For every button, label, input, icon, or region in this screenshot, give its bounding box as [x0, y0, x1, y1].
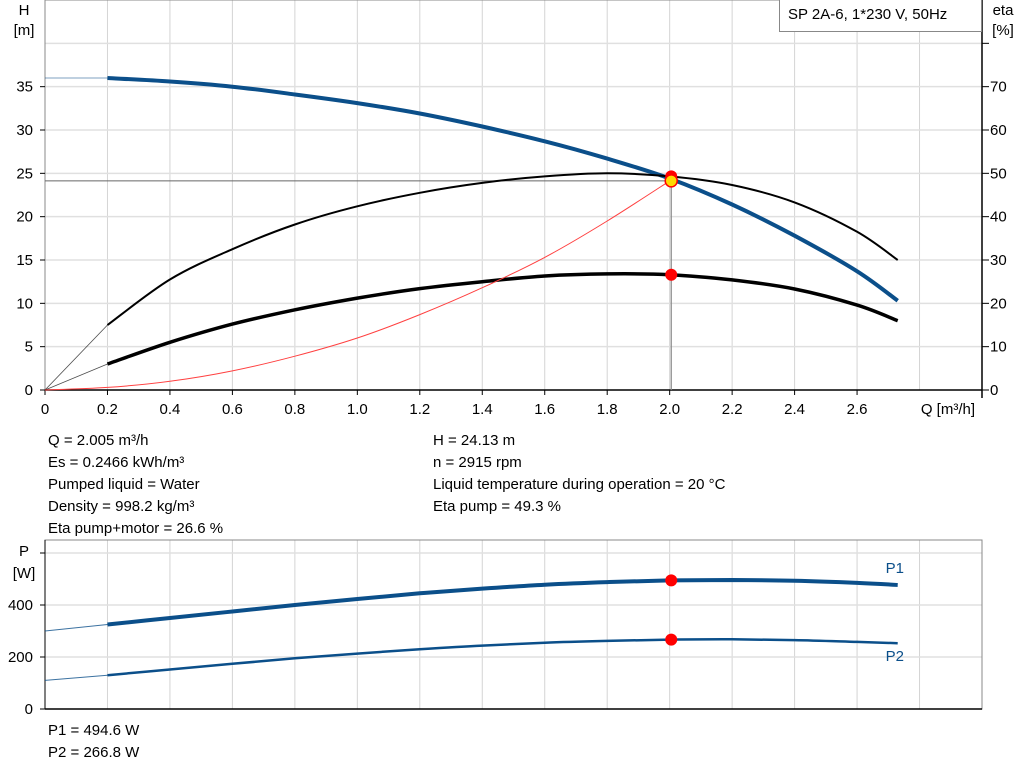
- series-label-P2: P2: [886, 648, 904, 665]
- x-tick-label: 2.2: [722, 401, 743, 418]
- y-tick-label-left: 15: [16, 252, 33, 269]
- curve-P1: [107, 577, 898, 627]
- operating-point-head: [664, 174, 678, 188]
- x-axis-label: Q [m³/h]: [921, 401, 975, 418]
- y-tick-label-right: 70: [990, 79, 1007, 96]
- y-tick-label-right: 0: [990, 382, 998, 399]
- info-h: H = 24.13 m: [433, 432, 516, 449]
- curve-eta_pump_motor-extrapolated: [44, 363, 108, 391]
- info-liquid: Pumped liquid = Water: [48, 476, 200, 493]
- curve-eta_pump_motor: [106, 272, 899, 366]
- curve-H: [107, 76, 899, 303]
- y-tick-label-right: 40: [990, 209, 1007, 226]
- curve-eta_pump: [106, 172, 899, 326]
- chart-title: SP 2A-6, 1*230 V, 50Hz: [779, 0, 982, 32]
- x-tick-label: 1.2: [409, 401, 430, 418]
- x-tick-label: 2.0: [659, 401, 680, 418]
- y-axis-label-left-unit: [m]: [14, 22, 35, 39]
- curve-P2-extrapolated: [44, 674, 108, 681]
- y-tick-label-right: 20: [990, 295, 1007, 312]
- x-tick-label: 0.8: [284, 401, 305, 418]
- info-density: Density = 998.2 kg/m³: [48, 498, 195, 515]
- info-eta-pump: Eta pump = 49.3 %: [433, 498, 561, 515]
- curve-P2: [107, 638, 898, 677]
- y-tick-label-left: 25: [16, 165, 33, 182]
- operating-point-p2: [665, 633, 678, 646]
- x-tick-label: 1.0: [347, 401, 368, 418]
- operating-point-p1: [665, 574, 678, 587]
- curve-system: [44, 180, 670, 391]
- y-tick-label: 0: [25, 701, 33, 718]
- plot-frame: [44, 0, 983, 391]
- y-tick-label-right: 10: [990, 339, 1007, 356]
- y-tick-label-right: 50: [990, 165, 1007, 182]
- y-axis-label-left: H: [19, 2, 30, 19]
- y-tick-label-right: 30: [990, 252, 1007, 269]
- x-tick-label: 0.2: [97, 401, 118, 418]
- y-tick-label-left: 10: [16, 295, 33, 312]
- x-tick-label: 1.4: [472, 401, 493, 418]
- y-axis-label-unit: [W]: [13, 565, 36, 582]
- plot-frame: [44, 539, 983, 710]
- y-tick-label: 400: [8, 597, 33, 614]
- y-tick-label-left: 30: [16, 122, 33, 139]
- operating-point-eta-pump-motor: [665, 268, 678, 281]
- x-tick-label: 2.4: [784, 401, 805, 418]
- series-label-P1: P1: [886, 560, 904, 577]
- x-tick-label: 2.6: [847, 401, 868, 418]
- curve-P1-extrapolated: [44, 624, 108, 632]
- x-tick-label: 0: [41, 401, 49, 418]
- x-tick-label: 1.8: [597, 401, 618, 418]
- y-tick-label-left: 35: [16, 79, 33, 96]
- y-axis-label-right-unit: [%]: [992, 22, 1014, 39]
- y-axis-label-right: eta: [993, 2, 1015, 19]
- y-tick-label: 200: [8, 649, 33, 666]
- info-temp: Liquid temperature during operation = 20…: [433, 476, 726, 493]
- info-es: Es = 0.2466 kWh/m³: [48, 454, 185, 471]
- x-tick-label: 0.6: [222, 401, 243, 418]
- curve-eta_pump-extrapolated: [44, 324, 108, 391]
- x-tick-label: 0.4: [160, 401, 181, 418]
- y-tick-label-left: 20: [16, 209, 33, 226]
- x-tick-label: 1.6: [534, 401, 555, 418]
- y-tick-label-left: 0: [25, 382, 33, 399]
- y-tick-label-left: 5: [25, 339, 33, 356]
- info-p1: P1 = 494.6 W: [48, 722, 140, 739]
- info-eta-pump-motor: Eta pump+motor = 26.6 %: [48, 520, 224, 537]
- info-q: Q = 2.005 m³/h: [48, 432, 149, 449]
- y-tick-label-right: 60: [990, 122, 1007, 139]
- info-n: n = 2915 rpm: [433, 454, 522, 471]
- y-axis-label: P: [19, 543, 29, 560]
- info-p2: P2 = 266.8 W: [48, 744, 140, 761]
